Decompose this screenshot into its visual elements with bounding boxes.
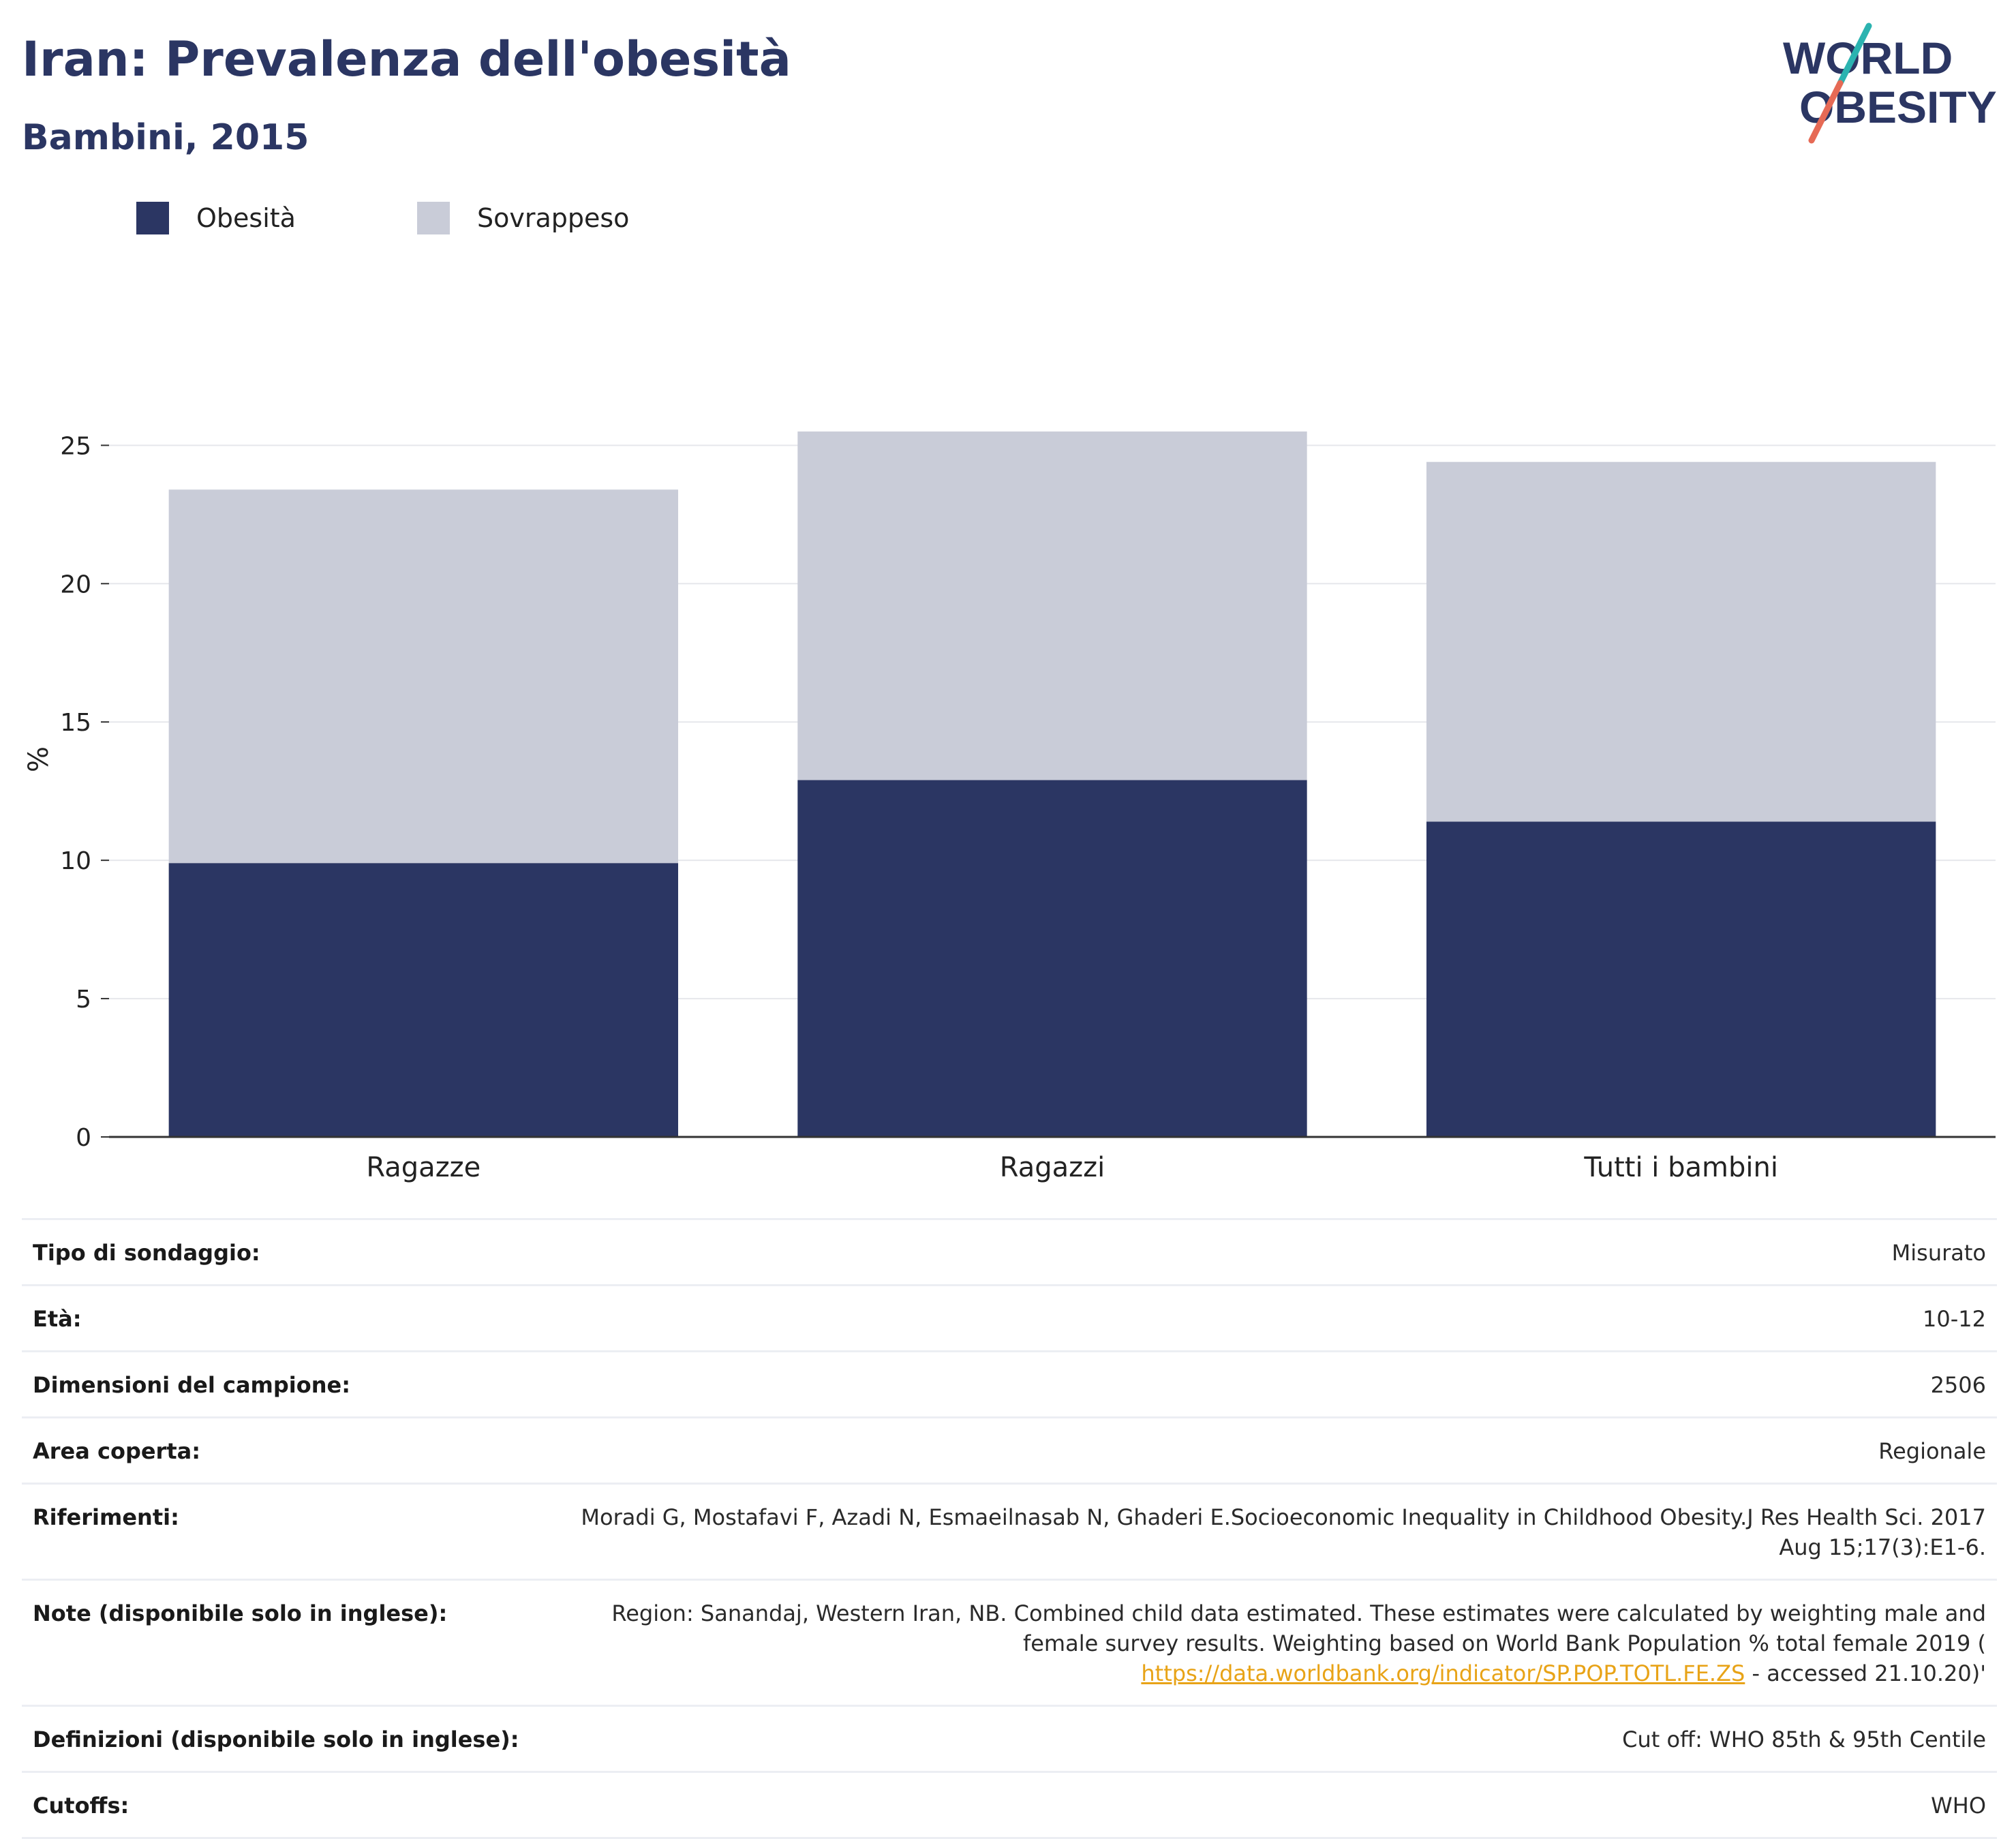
row-value: Misurato — [1891, 1240, 1986, 1266]
y-axis-label: % — [23, 746, 55, 772]
logo-line2: OBESITY — [1799, 82, 1997, 132]
bar-sovrappeso-0 — [168, 489, 679, 864]
y-tick-label: 15 — [60, 709, 91, 737]
logo-slash-coral — [1808, 80, 1844, 144]
x-tick-label: Ragazzi — [1000, 1152, 1105, 1183]
legend-label: Obesità — [196, 203, 296, 233]
legend-item-sovrappeso[interactable]: Sovrappeso — [417, 202, 629, 234]
stacked-bar-chart: 0 5 10 15 20 25% Ragazze Ragazzi Tutti i bambini — [23, 431, 1996, 1183]
row-value: WHO — [1931, 1793, 1986, 1819]
bar-obesit-2 — [1426, 821, 1936, 1137]
row-key: Definizioni (disponibile solo in inglese… — [33, 1727, 519, 1752]
table-row: Area coperta: Regionale — [22, 1417, 1997, 1484]
notes-text-end: - accessed 21.10.20)' — [1745, 1660, 1987, 1686]
row-value: Regionale — [1878, 1438, 1986, 1464]
legend-swatch-sovrappeso — [417, 202, 450, 234]
y-tick-label: 5 — [76, 986, 91, 1014]
bar-obesit-1 — [797, 780, 1307, 1137]
notes-text: Region: Sanandaj, Western Iran, NB. Comb… — [611, 1600, 1986, 1656]
y-tick-label: 20 — [60, 571, 91, 598]
row-value: 10-12 — [1923, 1306, 1986, 1332]
row-value: Moradi G, Mostafavi F, Azadi N, Esmaeiln… — [581, 1504, 1986, 1560]
row-key: Tipo di sondaggio: — [33, 1240, 260, 1266]
legend-label: Sovrappeso — [477, 203, 630, 233]
x-tick-label: Tutti i bambini — [1583, 1152, 1778, 1183]
row-key: Riferimenti: — [33, 1504, 179, 1530]
world-obesity-logo: WORLD OBESITY — [1783, 22, 1997, 144]
row-key: Note (disponibile solo in inglese): — [33, 1600, 448, 1626]
row-value-notes: Region: Sanandaj, Western Iran, NB. Comb… — [530, 1580, 1997, 1706]
row-value: 2506 — [1930, 1372, 1986, 1398]
x-tick-label: Ragazze — [366, 1152, 480, 1183]
page-subtitle: Bambini, 2015 — [22, 117, 309, 158]
y-tick-label: 10 — [60, 847, 91, 875]
row-value: Cut off: WHO 85th & 95th Centile — [1622, 1727, 1986, 1752]
table-row: Dimensioni del campione: 2506 — [22, 1351, 1997, 1418]
y-tick-label: 0 — [76, 1124, 91, 1152]
y-tick-label: 25 — [60, 432, 91, 460]
row-key: Cutoffs: — [33, 1793, 129, 1819]
table-row: Cutoffs: WHO — [22, 1772, 1997, 1838]
page-title: Iran: Prevalenza dell'obesità — [22, 31, 791, 87]
logo-slash-teal — [1837, 22, 1872, 87]
row-key: Dimensioni del campione: — [33, 1372, 351, 1398]
survey-details-table: Tipo di sondaggio: Misurato Età: 10-12 D… — [22, 1218, 1997, 1839]
bar-obesit-0 — [168, 863, 679, 1137]
table-row: Note (disponibile solo in inglese): Regi… — [22, 1579, 1997, 1706]
table-row: Definizioni (disponibile solo in inglese… — [22, 1705, 1997, 1772]
legend-item-obesita[interactable]: Obesità — [136, 202, 296, 234]
logo-line1: WORLD — [1783, 33, 1953, 83]
table-row: Tipo di sondaggio: Misurato — [22, 1219, 1997, 1286]
table-row: Età: 10-12 — [22, 1285, 1997, 1352]
table-row: Riferimenti: Moradi G, Mostafavi F, Azad… — [22, 1483, 1997, 1580]
legend-swatch-obesita — [136, 202, 169, 234]
bar-sovrappeso-2 — [1426, 461, 1936, 822]
worldbank-link[interactable]: https://data.worldbank.org/indicator/SP.… — [1141, 1660, 1745, 1686]
row-key: Età: — [33, 1306, 82, 1332]
row-key: Area coperta: — [33, 1438, 201, 1464]
bar-sovrappeso-1 — [797, 431, 1307, 780]
